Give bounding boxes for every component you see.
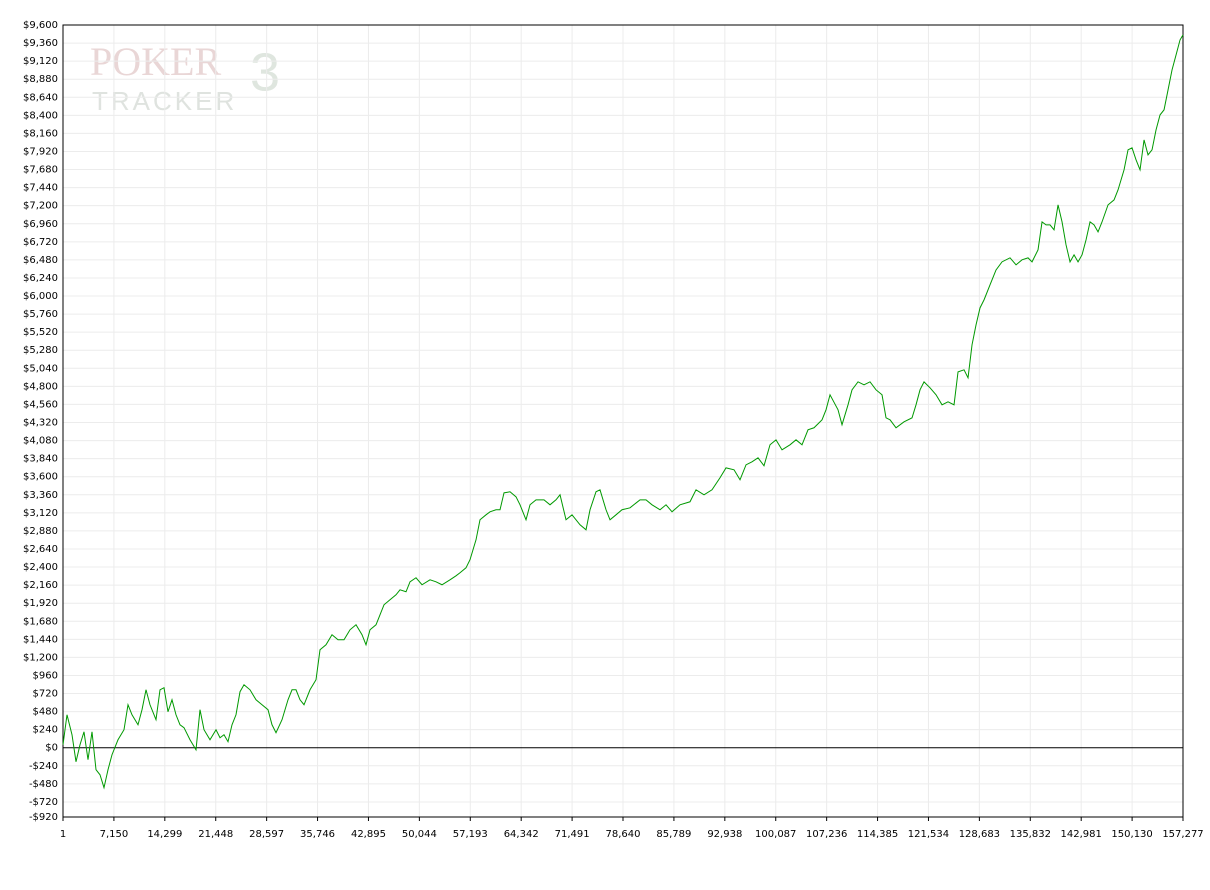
y-tick-label: $2,640: [23, 544, 58, 555]
x-tick-label: 92,938: [707, 829, 742, 840]
x-tick-label: 57,193: [453, 829, 488, 840]
y-tick-label: $7,200: [23, 201, 58, 212]
y-tick-label: $1,440: [23, 634, 58, 645]
y-tick-label: $9,120: [23, 56, 58, 67]
y-tick-label: $5,280: [23, 345, 58, 356]
x-tick-label: 150,130: [1111, 829, 1152, 840]
x-tick-label: 78,640: [606, 829, 641, 840]
y-tick-label: -$240: [29, 761, 58, 772]
x-tick-label: 14,299: [147, 829, 182, 840]
x-tick-label: 100,087: [755, 829, 796, 840]
x-tick-label: 50,044: [402, 829, 437, 840]
y-tick-label: $5,520: [23, 327, 58, 338]
y-tick-label: $2,160: [23, 580, 58, 591]
plot-frame: [62, 24, 1184, 818]
y-tick-label: $240: [33, 725, 58, 736]
y-tick-label: $5,040: [23, 363, 58, 374]
y-tick-label: $8,160: [23, 128, 58, 139]
x-tick-label: 128,683: [959, 829, 1000, 840]
y-tick-label: $5,760: [23, 309, 58, 320]
y-tick-label: $9,360: [23, 38, 58, 49]
x-tick-label: 35,746: [300, 829, 335, 840]
x-tick-label: 42,895: [351, 829, 386, 840]
y-tick-label: $2,880: [23, 526, 58, 537]
y-tick-label: $0: [45, 743, 58, 754]
x-tick-label: 1: [60, 829, 66, 840]
x-tick-label: 28,597: [249, 829, 284, 840]
y-tick-label: $6,960: [23, 219, 58, 230]
y-tick-label: $4,800: [23, 381, 58, 392]
y-tick-label: -$480: [29, 779, 58, 790]
y-tick-label: $6,480: [23, 255, 58, 266]
y-tick-label: $3,600: [23, 472, 58, 483]
y-tick-label: $4,560: [23, 399, 58, 410]
x-tick-label: 64,342: [504, 829, 539, 840]
x-tick-label: 121,534: [908, 829, 949, 840]
y-tick-label: $1,680: [23, 616, 58, 627]
y-tick-label: $7,920: [23, 146, 58, 157]
watermark: POKER: [90, 39, 221, 84]
watermark: 3: [250, 42, 280, 102]
y-tick-label: $4,080: [23, 436, 58, 447]
y-tick-label: $1,920: [23, 598, 58, 609]
x-tick-label: 135,832: [1010, 829, 1051, 840]
y-tick-label: $480: [33, 707, 58, 718]
y-tick-label: $720: [33, 689, 58, 700]
y-tick-label: $6,000: [23, 291, 58, 302]
y-tick-label: $4,320: [23, 418, 58, 429]
y-tick-label: $6,720: [23, 237, 58, 248]
y-tick-label: $9,600: [23, 20, 58, 31]
y-tick-label: $3,840: [23, 454, 58, 465]
y-tick-label: $8,880: [23, 74, 58, 85]
x-tick-label: 21,448: [198, 829, 233, 840]
x-tick-label: 114,385: [857, 829, 898, 840]
line-series: [62, 34, 1184, 790]
y-tick-label: $1,200: [23, 652, 58, 663]
y-tick-label: $3,360: [23, 490, 58, 501]
y-tick-label: $8,640: [23, 92, 58, 103]
y-tick-label: -$720: [29, 797, 58, 808]
y-tick-label: $2,400: [23, 562, 58, 573]
y-tick-label: $6,240: [23, 273, 58, 284]
x-tick-label: 85,789: [656, 829, 691, 840]
x-tick-label: 142,981: [1061, 829, 1102, 840]
y-tick-label: $960: [33, 670, 58, 681]
x-tick-label: 71,491: [555, 829, 590, 840]
y-tick-label: $7,680: [23, 165, 58, 176]
x-tick-label: 157,277: [1162, 829, 1203, 840]
y-tick-label: $7,440: [23, 183, 58, 194]
y-tick-label: $8,400: [23, 110, 58, 121]
x-tick-label: 7,150: [100, 829, 129, 840]
x-tick-label: 107,236: [806, 829, 847, 840]
y-tick-label: $3,120: [23, 508, 58, 519]
watermark: TRACKER: [92, 86, 237, 116]
y-tick-label: -$920: [29, 812, 58, 823]
